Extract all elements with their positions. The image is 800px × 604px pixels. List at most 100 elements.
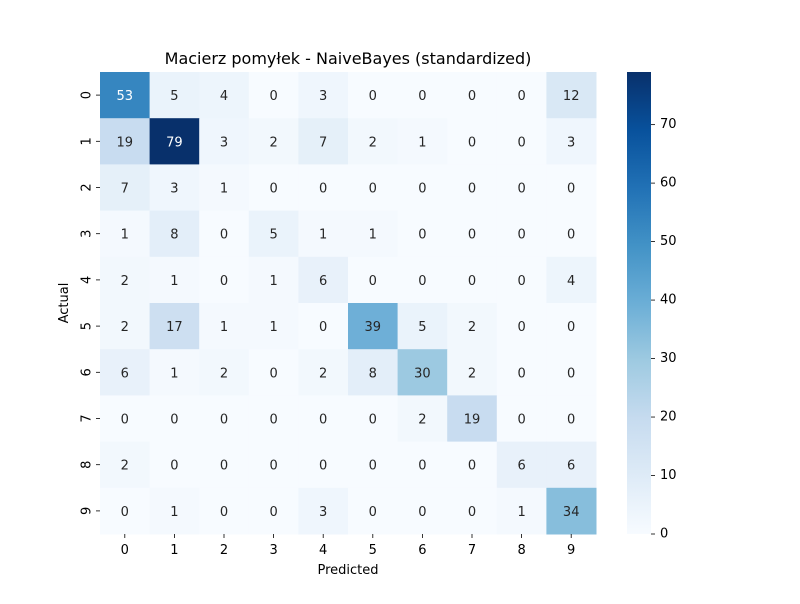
heatmap-cell — [199, 395, 250, 443]
heatmap-cell — [100, 164, 151, 212]
heatmap-cell — [298, 210, 349, 258]
cell-value-label: 0 — [121, 505, 129, 520]
cell-value-label: 2 — [220, 366, 228, 381]
heatmap-cell — [546, 164, 597, 212]
cell-value-label: 1 — [418, 135, 426, 150]
cell-value-label: 0 — [468, 135, 476, 150]
heatmap-cell — [447, 303, 498, 350]
y-tick-label: 3 — [80, 230, 95, 238]
heatmap-cell — [149, 441, 200, 489]
heatmap-cell — [348, 303, 399, 350]
cell-value-label: 3 — [170, 182, 178, 197]
heatmap-cell — [447, 487, 498, 535]
cell-value-label: 1 — [269, 274, 277, 289]
x-tick-label: 2 — [220, 543, 228, 558]
x-tick-label: 6 — [418, 543, 426, 558]
x-tick-label: 8 — [517, 543, 525, 558]
heatmap-cell — [149, 395, 200, 443]
cell-value-label: 2 — [269, 135, 277, 150]
cell-value-label: 0 — [369, 413, 377, 428]
heatmap-cell — [397, 487, 448, 535]
heatmap-cell — [100, 118, 151, 165]
x-axis: 0 1 2 3 4 5 6 7 8 9 — [121, 534, 575, 558]
heatmap-cell — [100, 349, 151, 396]
cell-value-label: 53 — [117, 89, 134, 104]
heatmap-cell — [496, 349, 547, 396]
cell-value-label: 0 — [369, 182, 377, 197]
cell-value-label: 19 — [117, 135, 134, 150]
cell-value-label: 1 — [319, 228, 327, 243]
y-tick-label: 9 — [80, 507, 95, 515]
heatmap-cell — [546, 118, 597, 165]
heatmap-cell — [199, 487, 250, 535]
heatmap-cell — [149, 72, 200, 119]
cell-value-label: 0 — [269, 413, 277, 428]
heatmap-cell — [348, 72, 399, 119]
cell-value-label: 1 — [170, 366, 178, 381]
heatmap-cell — [348, 395, 399, 443]
x-axis-label: Predicted — [317, 563, 378, 578]
heatmap-cell — [397, 210, 448, 258]
cell-value-label: 0 — [468, 459, 476, 474]
cell-value-label: 0 — [170, 413, 178, 428]
cell-value-label: 3 — [567, 135, 575, 150]
heatmap-cell — [298, 256, 349, 304]
cell-value-label: 0 — [319, 413, 327, 428]
cell-value-label: 0 — [269, 182, 277, 197]
cell-value-label: 6 — [517, 459, 525, 474]
cell-value-label: 0 — [170, 459, 178, 474]
x-tick-label: 4 — [319, 543, 327, 558]
cell-value-label: 6 — [121, 366, 129, 381]
cell-value-label: 0 — [418, 228, 426, 243]
cell-value-label: 79 — [166, 135, 183, 150]
cell-value-label: 8 — [369, 366, 377, 381]
x-tick-label: 3 — [269, 543, 277, 558]
heatmap-cell — [348, 487, 399, 535]
cell-value-label: 0 — [517, 182, 525, 197]
colorbar-tick-label: 60 — [660, 176, 677, 191]
heatmap-cell — [248, 349, 299, 396]
heatmap-cell — [199, 210, 250, 258]
y-tick-label: 8 — [80, 461, 95, 469]
heatmap-cell — [248, 72, 299, 119]
cell-value-label: 0 — [517, 135, 525, 150]
heatmap-cell — [397, 164, 448, 212]
cell-value-label: 30 — [414, 366, 431, 381]
y-tick-label: 1 — [80, 137, 95, 145]
cell-value-label: 1 — [220, 182, 228, 197]
cell-value-label: 0 — [418, 182, 426, 197]
heatmap-cell — [298, 487, 349, 535]
heatmap-cell — [447, 256, 498, 304]
cell-value-label: 0 — [567, 320, 575, 335]
heatmap-cell — [447, 164, 498, 212]
cell-value-label: 0 — [269, 366, 277, 381]
heatmap-cell — [100, 487, 151, 535]
cell-value-label: 3 — [319, 505, 327, 520]
heatmap-cell — [546, 349, 597, 396]
cell-value-label: 0 — [517, 274, 525, 289]
y-tick-label: 2 — [80, 183, 95, 191]
heatmap-cell — [199, 164, 250, 212]
cell-value-label: 8 — [170, 228, 178, 243]
heatmap-cell — [149, 303, 200, 350]
cell-value-label: 3 — [220, 135, 228, 150]
cell-value-label: 6 — [567, 459, 575, 474]
cell-value-label: 0 — [468, 228, 476, 243]
cell-value-label: 1 — [121, 228, 129, 243]
heatmap-cell — [348, 164, 399, 212]
cell-value-label: 4 — [220, 89, 228, 104]
heatmap-cell — [199, 349, 250, 396]
cell-value-label: 0 — [121, 413, 129, 428]
heatmap-cell — [298, 349, 349, 396]
cell-value-label: 0 — [369, 505, 377, 520]
cell-value-label: 0 — [517, 413, 525, 428]
colorbar-tick-label: 40 — [660, 293, 677, 308]
heatmap-cell — [348, 441, 399, 489]
heatmap-cell — [149, 210, 200, 258]
heatmap-cell — [199, 441, 250, 489]
heatmap-cell — [248, 118, 299, 165]
cell-value-label: 0 — [567, 413, 575, 428]
heatmap-cell — [546, 256, 597, 304]
y-tick-label: 6 — [80, 368, 95, 376]
